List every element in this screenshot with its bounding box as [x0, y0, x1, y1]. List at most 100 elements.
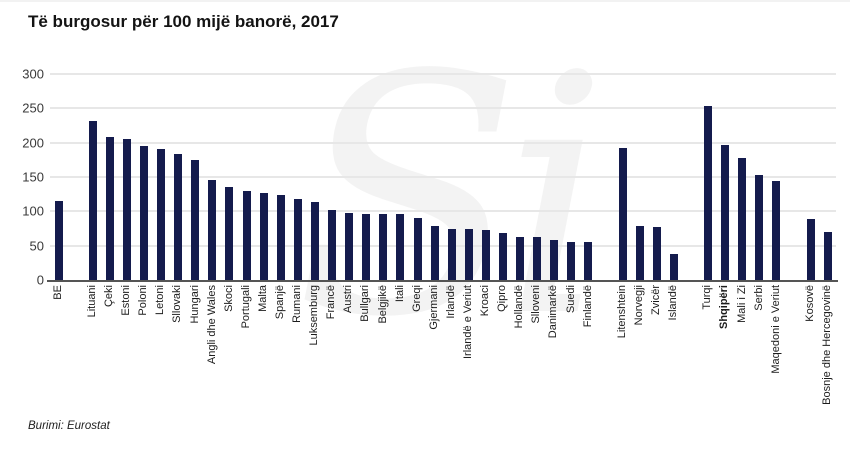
bar-slot	[118, 74, 135, 280]
x-label-slot: Mali i Zi	[734, 285, 751, 445]
gap-slot	[682, 74, 699, 280]
x-axis-label: Malta	[256, 285, 269, 312]
x-axis-label: Portugali	[239, 285, 252, 329]
bar	[362, 214, 371, 280]
x-axis-label: Zvicër	[650, 285, 663, 315]
bar	[413, 217, 422, 280]
bar-slot	[84, 74, 101, 280]
bar-slot	[204, 74, 221, 280]
x-label-slot: Itali	[392, 285, 409, 445]
y-axis-tick-label: 50	[29, 238, 44, 254]
gap-slot	[597, 74, 614, 280]
x-axis-label: Norvegji	[632, 285, 645, 326]
bar-slot	[135, 74, 152, 280]
x-axis-label: Kosovë	[803, 285, 816, 322]
x-label-slot: Serbi	[751, 285, 768, 445]
x-label-slot: Irlandë e Veriut	[460, 285, 477, 445]
x-axis-label: Bosnje dhe Hercegovinë	[820, 285, 833, 405]
x-axis-label: Danimarkë	[547, 285, 560, 339]
bar	[225, 186, 234, 280]
bar	[293, 198, 302, 280]
bar	[191, 159, 200, 280]
bar	[105, 137, 114, 280]
x-label-slot: Rumani	[289, 285, 306, 445]
bar	[242, 190, 251, 280]
x-label-slot: Turqi	[700, 285, 717, 445]
x-label-slot: Malta	[255, 285, 272, 445]
x-axis-label: Rumani	[291, 285, 304, 323]
source-note: Burimi: Eurostat	[28, 420, 110, 432]
bar-slot	[734, 74, 751, 280]
bar	[533, 237, 542, 280]
x-label-slot: Angli dhe Wales	[204, 285, 221, 445]
x-axis-label: Hollandë	[513, 285, 526, 329]
bar-slot	[272, 74, 289, 280]
x-axis-line	[47, 280, 838, 282]
bar-slot	[409, 74, 426, 280]
bar	[652, 227, 661, 280]
bar	[328, 209, 337, 280]
y-axis-tick-label: 150	[22, 169, 44, 185]
x-label-slot: Spanjë	[272, 285, 289, 445]
bar-slot	[751, 74, 768, 280]
x-label-slot: Portugali	[238, 285, 255, 445]
x-label-slot: Litenshtein	[614, 285, 631, 445]
x-label-slot: Norvegji	[631, 285, 648, 445]
x-axis-label: Islandë	[667, 285, 680, 321]
bar	[618, 148, 627, 280]
x-label-slot: Sllovaki	[170, 285, 187, 445]
bar	[584, 242, 593, 280]
gap-slot	[67, 74, 84, 280]
x-label-slot: Zvicër	[648, 285, 665, 445]
bar-slot	[529, 74, 546, 280]
bar-slot	[665, 74, 682, 280]
bar	[310, 202, 319, 280]
bar	[704, 106, 713, 280]
bar-slot	[50, 74, 67, 280]
gridline	[50, 210, 836, 213]
x-label-slot: Maqedoni e Veriut	[768, 285, 785, 445]
y-axis-tick-label: 300	[22, 66, 44, 82]
x-axis-label: Skoci	[222, 285, 235, 312]
x-label-slot: Irlandë	[443, 285, 460, 445]
x-label-slot: Kroaci	[477, 285, 494, 445]
y-axis-tick-label: 250	[22, 100, 44, 116]
x-axis-label: Francë	[325, 285, 338, 320]
bar-slot	[443, 74, 460, 280]
x-axis-label: Shqipëri	[718, 285, 731, 330]
bar	[635, 225, 644, 280]
bar-slot	[512, 74, 529, 280]
x-axis-label: Kroaci	[479, 285, 492, 317]
gridline	[50, 73, 836, 75]
bar	[669, 253, 678, 280]
bar-slot	[580, 74, 597, 280]
bar-slot	[324, 74, 341, 280]
bar-slot	[426, 74, 443, 280]
x-label-slot: Letoni	[153, 285, 170, 445]
bars-container	[50, 74, 836, 280]
x-label-slot: Slloveni	[529, 285, 546, 445]
x-label-slot: Bullgari	[358, 285, 375, 445]
bar-slot	[631, 74, 648, 280]
bar	[516, 237, 525, 280]
bar	[550, 239, 559, 280]
x-axis-label: Slloveni	[530, 285, 543, 324]
x-label-slot: Austri	[341, 285, 358, 445]
x-label-slot: Luksemburg	[306, 285, 323, 445]
x-label-slot: Gjermani	[426, 285, 443, 445]
bar-slot	[392, 74, 409, 280]
gridline	[50, 244, 836, 247]
y-axis-tick-label: 100	[22, 203, 44, 219]
x-label-slot: Kosovë	[802, 285, 819, 445]
bar	[157, 148, 166, 280]
bar	[54, 201, 63, 280]
bar-slot	[255, 74, 272, 280]
bar	[481, 229, 490, 280]
bar	[430, 226, 439, 280]
bar-slot	[648, 74, 665, 280]
x-label-slot: Skoci	[221, 285, 238, 445]
gridline	[50, 107, 836, 110]
bar-slot	[375, 74, 392, 280]
bar	[567, 241, 576, 280]
gridline	[50, 176, 836, 178]
